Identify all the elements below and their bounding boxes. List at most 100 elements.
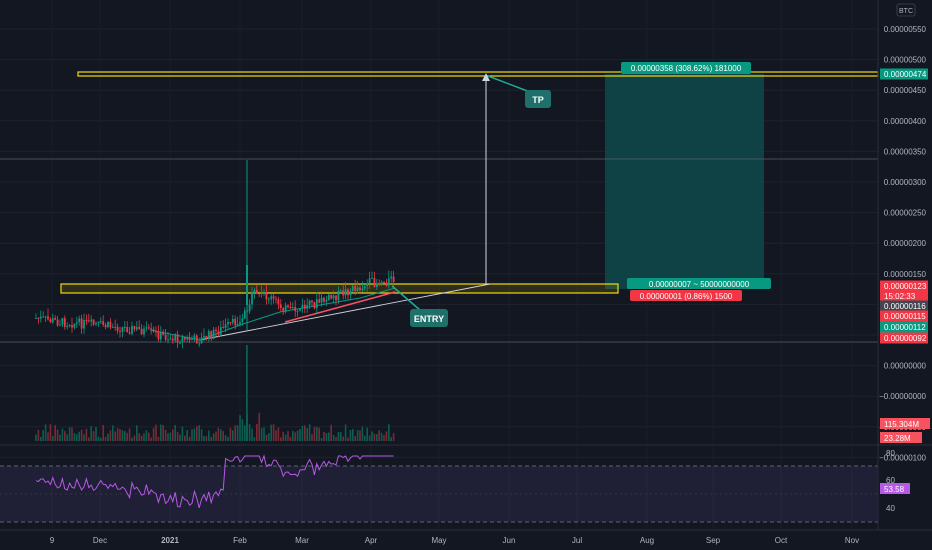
candle-body: [188, 337, 191, 341]
currency-badge[interactable]: [896, 3, 916, 17]
volume-tag-2: 23.28M: [884, 434, 911, 443]
candle-body: [35, 317, 37, 319]
x-axis: 9 Dec 2021 Feb Mar Apr May Jun Jul Aug Sep Oct Nov: [50, 536, 859, 545]
candle-body: [47, 316, 49, 320]
volume-bar: [172, 429, 174, 441]
candle-body: [368, 278, 371, 284]
volume-bar: [208, 430, 210, 441]
candle-body: [267, 299, 270, 301]
candle-body: [193, 335, 196, 340]
entry-callout-text: ENTRY: [414, 314, 444, 324]
candle-body: [339, 290, 342, 292]
volume-bar: [47, 432, 49, 441]
volume-bar: [196, 426, 198, 441]
candle-body: [157, 331, 160, 340]
volume-bar: [292, 430, 294, 441]
x-tick-label: Sep: [706, 536, 721, 545]
x-tick-label: Feb: [233, 536, 247, 545]
y-tick-label: 0.00000550: [884, 25, 927, 34]
price-tag-bg: [880, 332, 928, 344]
candle-body: [320, 297, 323, 303]
volume-bar: [234, 425, 236, 441]
volume-bar: [140, 435, 143, 441]
candle-body: [239, 321, 241, 325]
candle-body: [42, 316, 45, 318]
tp-callout[interactable]: [525, 90, 551, 108]
y-tick-label: 0.00000350: [884, 147, 927, 156]
volume-bar: [66, 434, 68, 441]
volume-bar: [270, 424, 272, 441]
volume-bar: [236, 425, 239, 441]
volume-bar: [157, 436, 160, 441]
target-label: 0.00000358 (308.62%) 181000: [631, 64, 742, 73]
candle-body: [102, 321, 105, 325]
x-tick-label: Oct: [775, 536, 788, 545]
candle-body: [215, 329, 217, 332]
entry-label-bg: [627, 278, 771, 289]
candle-body: [186, 337, 189, 340]
candle-body: [347, 289, 349, 296]
candle-body: [330, 294, 333, 299]
candle-body: [203, 335, 205, 338]
candle-body: [296, 310, 299, 312]
stop-label-bg: [630, 290, 742, 301]
volume-bar: [301, 425, 304, 441]
candle-body: [119, 331, 121, 333]
volume-bar: [337, 431, 340, 441]
candle-body: [301, 304, 304, 309]
candle-body: [291, 307, 294, 309]
volume-bar: [253, 437, 256, 441]
volume-bar: [44, 424, 47, 441]
candle-body: [311, 300, 313, 303]
volume-bar: [176, 431, 179, 441]
candle-body: [56, 319, 59, 326]
candle-body: [251, 292, 253, 305]
volume-bar: [107, 433, 109, 441]
candle-body: [363, 286, 366, 289]
rsi-tick-label: 80: [886, 449, 895, 458]
candle-body: [126, 327, 129, 333]
y-tick-label: 0.00000450: [884, 86, 927, 95]
volume-bar: [104, 436, 107, 441]
tp-callout-text: TP: [532, 95, 544, 105]
price-tag-label: 0.00000474: [884, 70, 927, 79]
volume-bars: [35, 345, 395, 441]
candle-body: [152, 329, 155, 332]
candle-body: [373, 277, 376, 287]
candle-body: [294, 307, 297, 312]
volume-bar: [64, 431, 66, 441]
volume-bar: [167, 433, 169, 441]
candle-body: [287, 305, 289, 308]
candle-body: [253, 289, 256, 293]
candle-body: [241, 318, 244, 322]
candle-body: [68, 325, 71, 327]
entry-callout[interactable]: [410, 309, 448, 327]
candle-body: [236, 324, 239, 326]
volume-bar: [330, 424, 332, 441]
volume-bar: [364, 435, 366, 441]
candle-body: [75, 322, 78, 324]
spike-volume-bar: [246, 345, 248, 441]
candle-body: [114, 326, 117, 328]
candle-body: [95, 323, 97, 325]
volume-bar: [349, 430, 352, 441]
volume-bar: [388, 424, 390, 441]
candle-body: [275, 298, 277, 300]
volume-bar: [217, 427, 220, 441]
volume-bar: [320, 437, 323, 441]
candle-body: [387, 278, 390, 286]
price-tag-label: 15:02:33: [884, 292, 916, 301]
candle-body: [313, 302, 316, 309]
entry-callout-pointer: [391, 285, 421, 311]
candle-body: [284, 305, 287, 313]
candle-body: [99, 321, 102, 323]
candle-body: [131, 326, 133, 334]
volume-bar: [392, 433, 395, 441]
volume-bar: [198, 425, 200, 441]
y-tick-label: −0.00000100: [879, 453, 926, 462]
volume-bar: [90, 426, 92, 441]
rsi-tick-label: 40: [886, 504, 895, 513]
candle-body: [140, 328, 143, 335]
